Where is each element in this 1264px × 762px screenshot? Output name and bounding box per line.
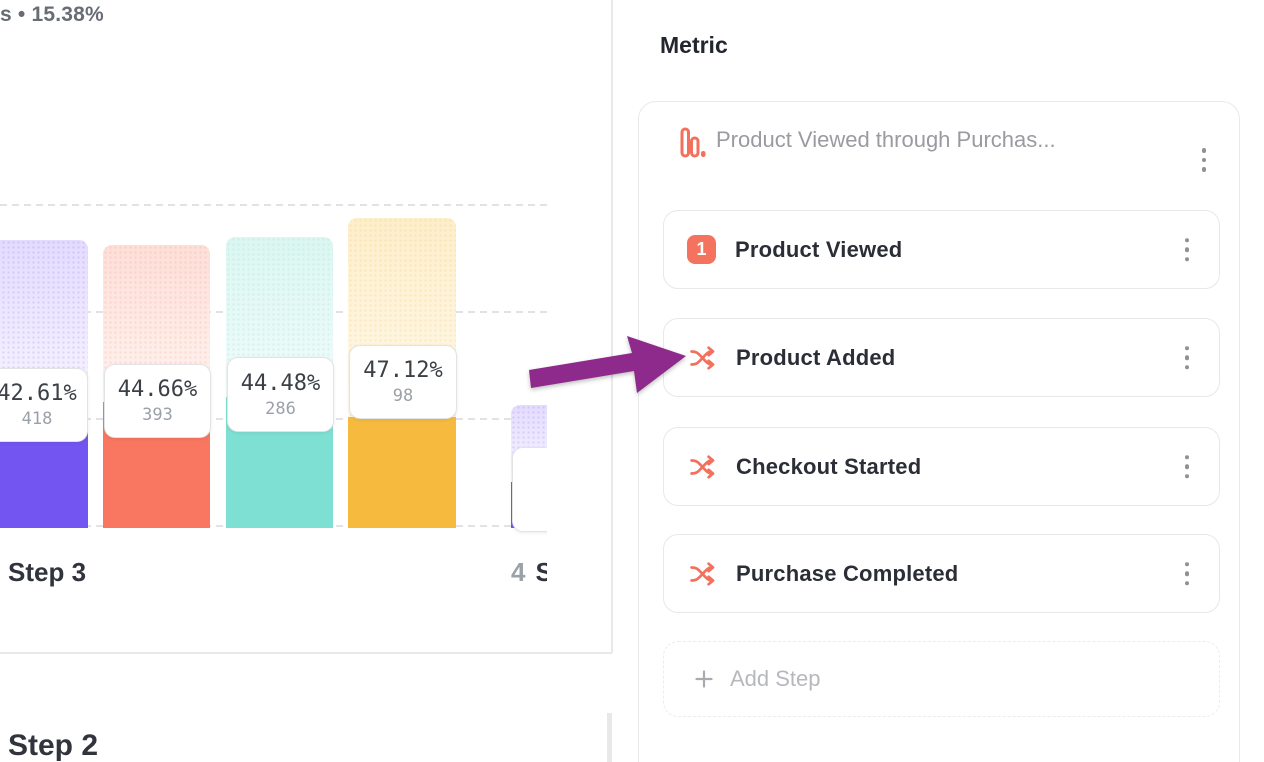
step-1-badge: 1 bbox=[687, 235, 716, 264]
funnel-stat-box: 37 bbox=[512, 447, 547, 532]
kebab-menu-icon[interactable] bbox=[1198, 144, 1211, 176]
conversion-count: 98 bbox=[392, 386, 414, 406]
step-row-product-viewed[interactable]: 1 Product Viewed bbox=[663, 210, 1220, 289]
funnel-chart: s • 15.38% 42.61% 418 44.66% 393 44.48 bbox=[0, 0, 547, 653]
kebab-menu-icon[interactable] bbox=[1181, 234, 1194, 266]
conversion-percent: 42.61% bbox=[0, 381, 77, 406]
funnel-stat-box: 44.66% 393 bbox=[104, 364, 211, 438]
funnel-bar-converted[interactable] bbox=[348, 417, 456, 528]
step-label: Product Viewed bbox=[735, 236, 903, 262]
conversion-count: 418 bbox=[21, 409, 53, 429]
vertical-divider bbox=[611, 0, 613, 653]
metric-card-title: Product Viewed through Purchas... bbox=[716, 127, 1056, 152]
funnel-metric-icon bbox=[678, 127, 708, 158]
funnel-stat-box: 47.12% 98 bbox=[349, 345, 457, 419]
kebab-menu-icon[interactable] bbox=[1181, 451, 1194, 483]
funnel-bar-converted[interactable] bbox=[0, 430, 88, 528]
plus-icon bbox=[694, 669, 714, 689]
step-number: 4 bbox=[511, 557, 526, 587]
funnel-stat-box: 44.48% 286 bbox=[227, 357, 334, 432]
metric-panel-heading: Metric bbox=[660, 32, 728, 58]
kebab-menu-icon[interactable] bbox=[1181, 342, 1194, 374]
step-label: Product Added bbox=[736, 344, 896, 370]
section-heading-step-2: Step 2 bbox=[8, 729, 99, 762]
shuffle-icon bbox=[687, 559, 717, 589]
step-row-product-added[interactable]: Product Added bbox=[663, 318, 1220, 397]
conversion-percent: 47.12% bbox=[363, 358, 443, 383]
step-label: Purchase Completed bbox=[736, 560, 959, 586]
metric-card-title-row[interactable]: Product Viewed through Purchas... bbox=[638, 118, 1240, 172]
add-step-button[interactable]: Add Step bbox=[663, 641, 1220, 717]
step-text-truncated: S bbox=[535, 557, 547, 587]
shuffle-icon bbox=[687, 343, 717, 373]
conversion-count: 393 bbox=[142, 405, 173, 425]
gridline bbox=[0, 204, 547, 206]
conversion-percent: 44.48% bbox=[240, 370, 321, 396]
step-row-checkout-started[interactable]: Checkout Started bbox=[663, 427, 1220, 506]
x-axis-label-step-3: Step 3 bbox=[8, 557, 87, 587]
image-edge-fragment bbox=[607, 713, 612, 762]
horizontal-rule bbox=[0, 652, 612, 654]
chart-header-truncated: s • 15.38% bbox=[0, 3, 104, 26]
step-row-purchase-completed[interactable]: Purchase Completed bbox=[663, 534, 1220, 613]
funnel-stat-box: 42.61% 418 bbox=[0, 368, 88, 442]
step-label: Checkout Started bbox=[736, 453, 922, 479]
shuffle-icon bbox=[687, 452, 717, 482]
kebab-menu-icon[interactable] bbox=[1181, 558, 1194, 590]
add-step-label: Add Step bbox=[730, 666, 821, 691]
conversion-percent: 44.66% bbox=[117, 377, 198, 402]
conversion-count: 286 bbox=[265, 398, 296, 419]
